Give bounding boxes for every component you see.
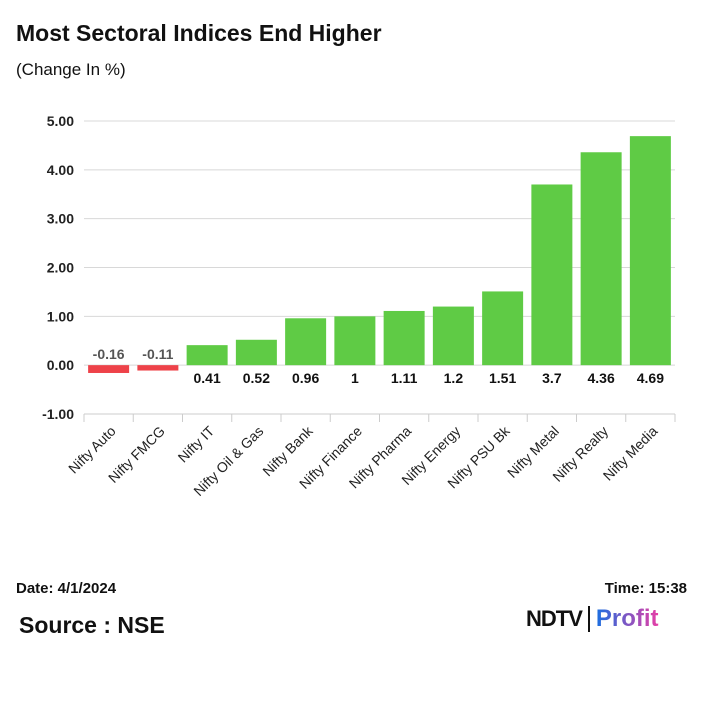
data-label: 1.2 bbox=[444, 370, 464, 386]
bar bbox=[531, 184, 573, 366]
bar bbox=[383, 310, 425, 366]
bar bbox=[235, 339, 277, 366]
bar bbox=[482, 291, 524, 366]
y-tick-label: 3.00 bbox=[47, 211, 74, 227]
date-label: Date: 4/1/2024 bbox=[16, 580, 117, 597]
y-tick-label: 4.00 bbox=[47, 162, 74, 178]
bar bbox=[629, 136, 671, 366]
bar bbox=[285, 318, 327, 366]
ndtv-profit-logo: NDTV Profit bbox=[526, 604, 659, 634]
y-tick-label: 0.00 bbox=[47, 357, 74, 373]
data-label: 3.7 bbox=[542, 370, 562, 386]
source-label: Source : NSE bbox=[19, 612, 165, 638]
y-tick-label: 5.00 bbox=[47, 113, 74, 129]
data-label: 1.11 bbox=[391, 370, 418, 386]
bar bbox=[186, 345, 228, 366]
data-label: -0.16 bbox=[93, 346, 125, 362]
bar bbox=[334, 316, 376, 366]
data-label: -0.11 bbox=[142, 346, 173, 362]
time-label: Time: 15:38 bbox=[604, 580, 687, 597]
data-label: 0.96 bbox=[292, 370, 319, 386]
data-label: 4.36 bbox=[588, 370, 615, 386]
x-tick-label: Nifty IT bbox=[175, 422, 218, 465]
data-label: 4.69 bbox=[637, 370, 664, 386]
chart-title: Most Sectoral Indices End Higher bbox=[16, 20, 382, 46]
bar bbox=[137, 365, 179, 371]
bar bbox=[432, 306, 474, 366]
bar bbox=[88, 365, 130, 373]
y-tick-label: 1.00 bbox=[47, 308, 74, 324]
bar bbox=[580, 152, 622, 366]
y-tick-label: -1.00 bbox=[42, 406, 74, 422]
data-label: 0.41 bbox=[194, 370, 221, 386]
data-label: 1.51 bbox=[489, 370, 516, 386]
data-label: 0.52 bbox=[243, 370, 270, 386]
logo-profit: Profit bbox=[595, 605, 659, 632]
data-label: 1 bbox=[351, 370, 359, 386]
y-tick-label: 2.00 bbox=[47, 260, 74, 276]
chart-subtitle: (Change In %) bbox=[16, 60, 126, 79]
logo-ndtv: NDTV bbox=[526, 606, 583, 631]
